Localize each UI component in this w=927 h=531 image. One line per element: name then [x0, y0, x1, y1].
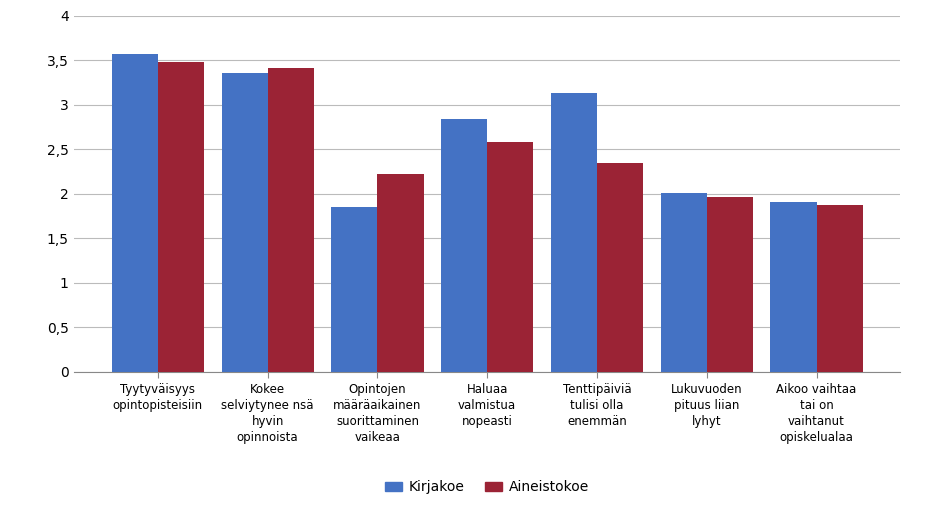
Bar — [222, 73, 267, 372]
Bar — [377, 174, 423, 372]
Bar — [111, 54, 158, 372]
Bar — [331, 207, 377, 372]
Bar — [706, 198, 752, 372]
Bar — [487, 142, 533, 372]
Bar — [816, 205, 862, 372]
Bar — [769, 202, 816, 372]
Bar — [596, 162, 642, 372]
Bar — [267, 67, 313, 372]
Bar — [158, 62, 204, 372]
Bar — [440, 119, 487, 372]
Legend: Kirjakoe, Aineistokoe: Kirjakoe, Aineistokoe — [379, 475, 594, 500]
Bar — [551, 93, 596, 372]
Bar — [660, 193, 706, 372]
